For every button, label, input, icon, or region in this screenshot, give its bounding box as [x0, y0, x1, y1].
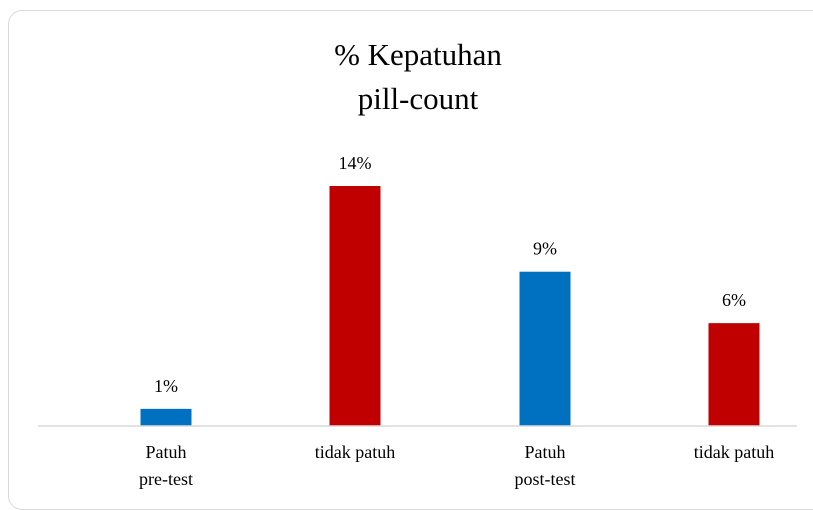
category-label-3-line-0: tidak patuh — [694, 442, 774, 462]
data-label-0: 1% — [154, 376, 178, 396]
bars-group — [140, 186, 760, 426]
category-label-0-line-0: Patuh — [145, 442, 186, 462]
bar-2 — [519, 271, 571, 426]
chart-title-line-2: pill-count — [358, 81, 479, 116]
labels-group: 1% Patuh pre-test 14% tidak patuh 9% Patuh post… — [139, 153, 774, 489]
bar-1 — [329, 186, 381, 426]
category-label-2-line-1: post-test — [515, 469, 576, 489]
data-label-2: 9% — [533, 239, 557, 259]
chart-title-line-1: % Kepatuhan — [334, 37, 502, 72]
category-label-1-line-0: tidak patuh — [315, 442, 395, 462]
bar-0 — [140, 408, 192, 426]
data-label-1: 14% — [339, 153, 372, 173]
category-label-0-line-1: pre-test — [139, 469, 193, 489]
category-label-2-line-0: Patuh — [524, 442, 565, 462]
bar-3 — [708, 323, 760, 426]
data-label-3: 6% — [722, 290, 746, 310]
